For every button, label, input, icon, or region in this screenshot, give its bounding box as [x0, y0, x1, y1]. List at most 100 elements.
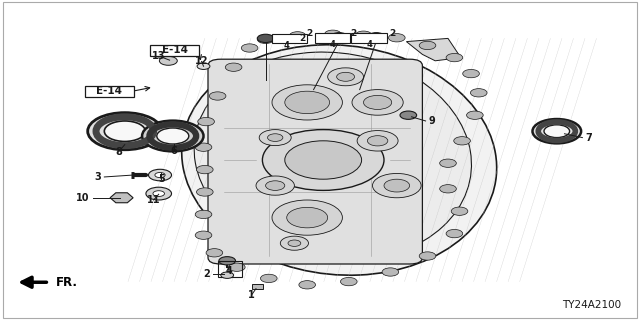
Text: 4: 4 — [367, 40, 373, 49]
Polygon shape — [406, 38, 461, 61]
Text: 3: 3 — [94, 172, 101, 182]
Circle shape — [280, 236, 308, 250]
Circle shape — [372, 173, 421, 198]
Circle shape — [159, 56, 177, 65]
FancyBboxPatch shape — [208, 59, 422, 264]
Circle shape — [148, 169, 172, 181]
Circle shape — [88, 113, 162, 150]
Circle shape — [142, 121, 204, 151]
Bar — [252, 284, 263, 289]
Circle shape — [198, 117, 214, 126]
Text: 11: 11 — [147, 195, 161, 205]
Circle shape — [446, 229, 463, 238]
Bar — [351, 33, 387, 43]
Circle shape — [257, 34, 274, 43]
Circle shape — [384, 179, 410, 192]
Circle shape — [197, 63, 210, 69]
Circle shape — [225, 63, 242, 71]
Text: 4: 4 — [284, 41, 290, 50]
Circle shape — [355, 31, 372, 39]
Text: 12: 12 — [195, 56, 209, 67]
Text: 1: 1 — [248, 290, 255, 300]
Circle shape — [454, 137, 470, 145]
Circle shape — [287, 207, 328, 228]
Circle shape — [364, 95, 392, 109]
Circle shape — [367, 136, 388, 146]
Text: 13: 13 — [152, 51, 166, 61]
Text: 9: 9 — [429, 116, 436, 126]
Circle shape — [206, 249, 223, 257]
Circle shape — [357, 131, 398, 151]
Circle shape — [262, 130, 384, 190]
Circle shape — [289, 32, 306, 40]
Ellipse shape — [182, 45, 497, 275]
Circle shape — [196, 188, 213, 196]
Text: 2: 2 — [306, 29, 312, 38]
Circle shape — [451, 207, 468, 215]
Circle shape — [266, 181, 285, 190]
Circle shape — [388, 34, 405, 42]
Circle shape — [228, 263, 245, 271]
Bar — [272, 34, 307, 43]
Circle shape — [470, 89, 487, 97]
Bar — [315, 33, 350, 43]
Circle shape — [268, 134, 283, 141]
Text: 4: 4 — [330, 40, 336, 49]
Circle shape — [155, 172, 165, 178]
Circle shape — [195, 231, 212, 239]
FancyBboxPatch shape — [85, 86, 134, 97]
Circle shape — [324, 30, 341, 38]
Circle shape — [440, 159, 456, 167]
Circle shape — [195, 210, 212, 219]
Text: 2: 2 — [350, 29, 356, 38]
Circle shape — [256, 176, 294, 195]
Circle shape — [328, 68, 364, 86]
Text: 2: 2 — [203, 269, 210, 279]
Text: 10: 10 — [76, 193, 90, 203]
Circle shape — [272, 200, 342, 235]
Text: 4: 4 — [226, 266, 232, 276]
Circle shape — [419, 252, 436, 260]
Circle shape — [104, 121, 145, 141]
Circle shape — [467, 111, 483, 119]
Circle shape — [221, 272, 234, 278]
Circle shape — [419, 41, 436, 50]
Text: 2: 2 — [300, 34, 306, 43]
Text: E-14: E-14 — [97, 86, 122, 96]
Circle shape — [241, 44, 258, 52]
Bar — [218, 261, 242, 277]
Text: 7: 7 — [586, 132, 593, 143]
Circle shape — [195, 143, 212, 151]
Text: 2: 2 — [389, 29, 396, 38]
Circle shape — [532, 119, 581, 143]
Circle shape — [352, 90, 403, 115]
Circle shape — [331, 33, 348, 41]
Circle shape — [260, 274, 277, 283]
Circle shape — [157, 128, 189, 144]
Circle shape — [340, 277, 357, 286]
Polygon shape — [110, 193, 133, 203]
Circle shape — [440, 185, 456, 193]
Text: 5: 5 — [158, 173, 164, 184]
Circle shape — [259, 130, 291, 146]
Circle shape — [219, 257, 236, 265]
Text: FR.: FR. — [56, 276, 77, 289]
Text: E-14: E-14 — [162, 45, 188, 55]
Circle shape — [299, 281, 316, 289]
Text: 6: 6 — [171, 146, 177, 156]
Circle shape — [368, 33, 385, 41]
Circle shape — [285, 91, 330, 114]
Circle shape — [257, 35, 274, 44]
Circle shape — [382, 268, 399, 276]
Circle shape — [446, 53, 463, 62]
FancyBboxPatch shape — [150, 45, 199, 56]
Text: TY24A2100: TY24A2100 — [562, 300, 621, 310]
Circle shape — [463, 69, 479, 78]
Circle shape — [196, 165, 213, 174]
Circle shape — [544, 125, 570, 138]
Circle shape — [337, 72, 355, 81]
Circle shape — [272, 85, 342, 120]
Circle shape — [400, 111, 417, 119]
Circle shape — [153, 191, 164, 196]
Circle shape — [146, 187, 172, 200]
